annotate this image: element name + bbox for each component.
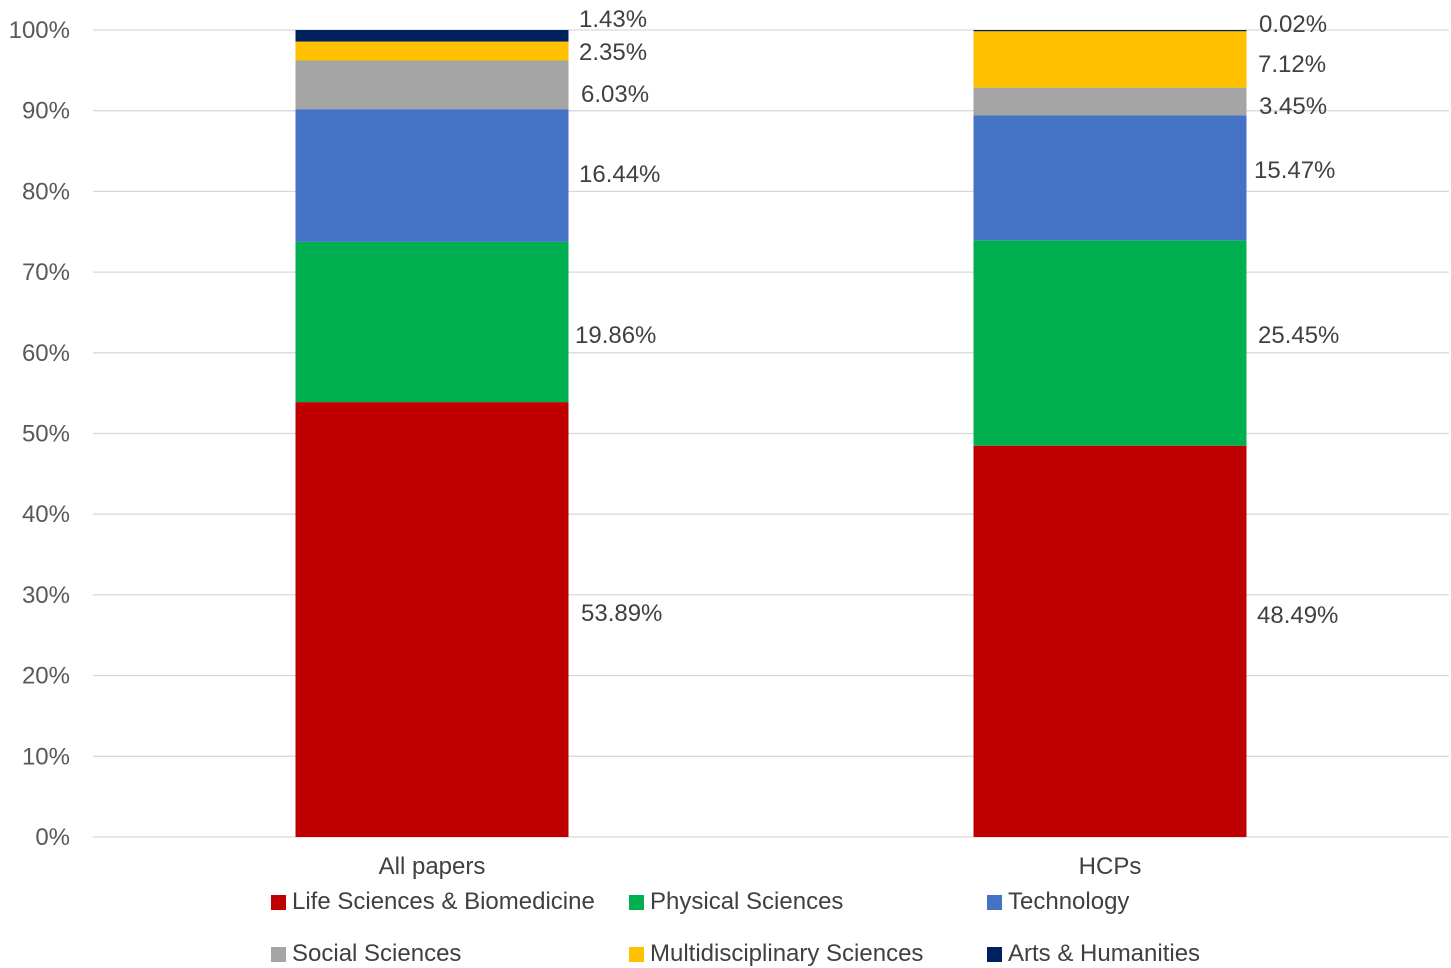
- y-tick-label: 30%: [22, 582, 70, 609]
- bar-segment-physical-sciences: [295, 241, 569, 403]
- bar-segment-life-sciences-biomedicine: [295, 402, 569, 837]
- y-tick-label: 0%: [35, 824, 70, 851]
- data-label: 3.45%: [1259, 93, 1327, 120]
- data-label: 6.03%: [581, 81, 649, 108]
- bar-segment-arts-humanities: [973, 30, 1247, 32]
- bar-segments: [295, 30, 1247, 837]
- y-axis-tick-labels: 0% 10% 20% 30% 40% 50% 60% 70% 80% 90% 100%: [9, 17, 70, 851]
- y-tick-label: 80%: [22, 178, 70, 205]
- bar-segment-social-sciences: [295, 60, 569, 110]
- y-tick-label: 50%: [22, 421, 70, 448]
- data-label: 19.86%: [575, 322, 656, 349]
- y-tick-label: 70%: [22, 259, 70, 286]
- data-label: 2.35%: [579, 39, 647, 66]
- data-label: 7.12%: [1258, 51, 1326, 78]
- data-label: 16.44%: [579, 161, 660, 188]
- y-tick-label: 90%: [22, 98, 70, 125]
- bar-segment-life-sciences-biomedicine: [973, 445, 1247, 837]
- y-tick-label: 10%: [22, 743, 70, 770]
- x-category-label: HCPs: [1079, 853, 1142, 880]
- data-labels: 53.89% 19.86% 16.44% 6.03% 2.35% 1.43% 48.49% 2…: [575, 6, 1339, 629]
- bar-segment-social-sciences: [973, 87, 1247, 116]
- y-tick-label: 20%: [22, 663, 70, 690]
- x-category-label: All papers: [379, 853, 486, 880]
- bar-segment-physical-sciences: [973, 240, 1247, 446]
- bar-segment-arts-humanities: [295, 30, 569, 42]
- y-tick-label: 60%: [22, 340, 70, 367]
- bar-segment-technology: [295, 109, 569, 242]
- y-tick-label: 100%: [9, 17, 70, 44]
- bar-segment-multidisciplinary-sciences: [973, 30, 1247, 88]
- bar-segment-multidisciplinary-sciences: [295, 41, 569, 61]
- data-label: 0.02%: [1259, 11, 1327, 38]
- category-labels: All papers HCPs: [379, 853, 1142, 880]
- bar-segment-technology: [973, 115, 1247, 241]
- data-label: 25.45%: [1258, 322, 1339, 349]
- data-label: 15.47%: [1254, 157, 1335, 184]
- y-tick-label: 40%: [22, 501, 70, 528]
- data-label: 53.89%: [581, 600, 662, 627]
- data-label: 48.49%: [1257, 602, 1338, 629]
- data-label: 1.43%: [579, 6, 647, 33]
